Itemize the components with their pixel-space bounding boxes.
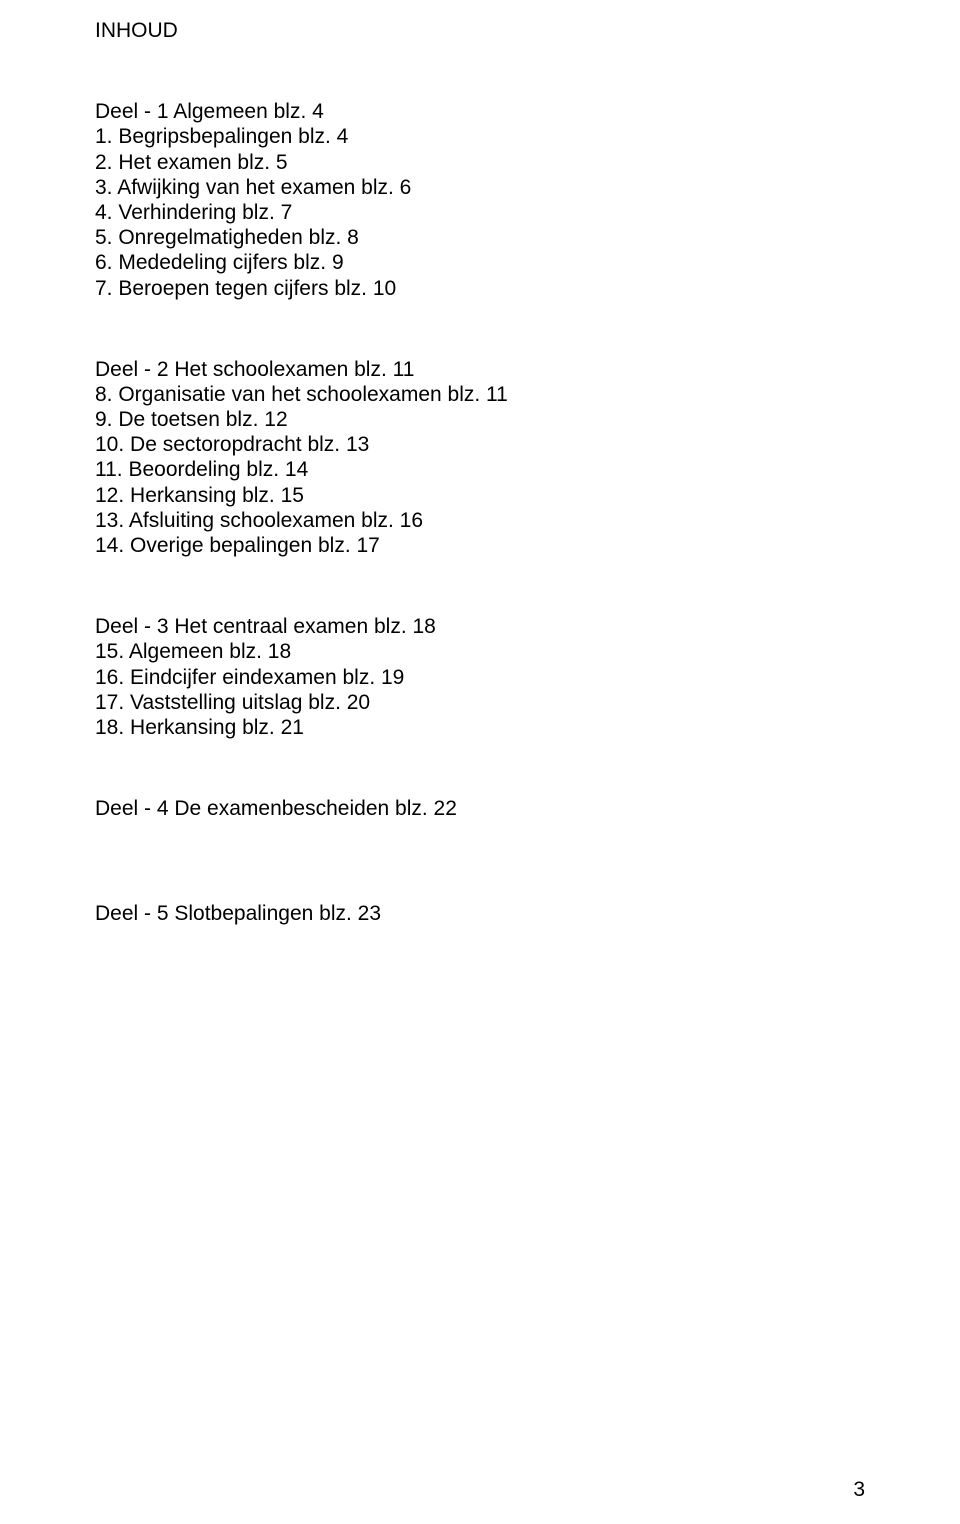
toc-item: 6. Mededeling cijfers blz. 9 [95,250,865,275]
toc-item: 5. Onregelmatigheden blz. 8 [95,225,865,250]
toc-item: 10. De sectoropdracht blz. 13 [95,432,865,457]
toc-item: 9. De toetsen blz. 12 [95,407,865,432]
toc-item: 1. Begripsbepalingen blz. 4 [95,124,865,149]
page-number: 3 [853,1477,865,1502]
toc-item: 4. Verhindering blz. 7 [95,200,865,225]
section-2-title: Deel - 2 Het schoolexamen blz. 11 [95,357,865,382]
toc-item: 18. Herkansing blz. 21 [95,715,865,740]
toc-item: 3. Afwijking van het examen blz. 6 [95,175,865,200]
toc-item: 7. Beroepen tegen cijfers blz. 10 [95,276,865,301]
doc-heading: INHOUD [95,18,865,43]
toc-item: 2. Het examen blz. 5 [95,150,865,175]
section-5-title: Deel - 5 Slotbepalingen blz. 23 [95,901,865,926]
section-1-title: Deel - 1 Algemeen blz. 4 [95,99,865,124]
section-3-title: Deel - 3 Het centraal examen blz. 18 [95,614,865,639]
toc-item: 17. Vaststelling uitslag blz. 20 [95,690,865,715]
toc-item: 8. Organisatie van het schoolexamen blz.… [95,382,865,407]
section-1-list: 1. Begripsbepalingen blz. 4 2. Het exame… [95,124,865,300]
section-4-title: Deel - 4 De examenbescheiden blz. 22 [95,796,865,821]
toc-item: 12. Herkansing blz. 15 [95,483,865,508]
page-container: INHOUD Deel - 1 Algemeen blz. 4 1. Begri… [0,0,960,1524]
toc-item: 13. Afsluiting schoolexamen blz. 16 [95,508,865,533]
section-2-list: 8. Organisatie van het schoolexamen blz.… [95,382,865,558]
toc-item: 16. Eindcijfer eindexamen blz. 19 [95,665,865,690]
toc-item: 15. Algemeen blz. 18 [95,639,865,664]
toc-item: 14. Overige bepalingen blz. 17 [95,533,865,558]
section-3-list: 15. Algemeen blz. 18 16. Eindcijfer eind… [95,639,865,740]
toc-item: 11. Beoordeling blz. 14 [95,457,865,482]
